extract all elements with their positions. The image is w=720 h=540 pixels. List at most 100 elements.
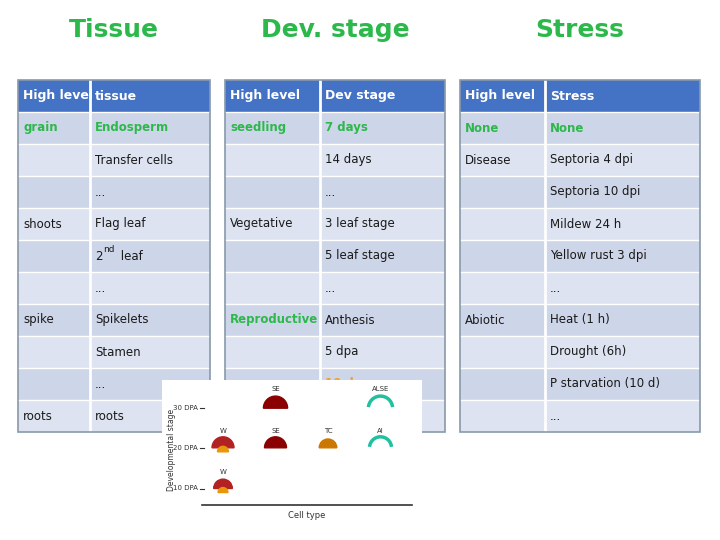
Bar bbox=[225, 144, 320, 176]
Bar bbox=[460, 208, 545, 240]
Bar bbox=[460, 80, 545, 112]
Bar bbox=[320, 368, 445, 400]
Text: ALSE: ALSE bbox=[372, 386, 390, 392]
Text: 10 DPA: 10 DPA bbox=[173, 485, 198, 491]
Text: ...: ... bbox=[95, 377, 107, 390]
Bar bbox=[225, 112, 320, 144]
Text: grain: grain bbox=[23, 122, 58, 134]
Text: 7 days: 7 days bbox=[325, 122, 368, 134]
Text: Mildew 24 h: Mildew 24 h bbox=[550, 218, 621, 231]
Bar bbox=[90, 304, 210, 336]
Bar bbox=[320, 272, 445, 304]
Text: Stamen: Stamen bbox=[95, 346, 140, 359]
Bar bbox=[90, 240, 210, 272]
Text: tissue: tissue bbox=[95, 90, 137, 103]
Wedge shape bbox=[218, 488, 228, 492]
Text: Dev. stage: Dev. stage bbox=[261, 18, 409, 42]
Bar bbox=[320, 80, 445, 112]
Text: seedling: seedling bbox=[230, 122, 286, 134]
Bar bbox=[225, 240, 320, 272]
Bar bbox=[545, 80, 700, 112]
Bar bbox=[18, 176, 90, 208]
Wedge shape bbox=[214, 479, 233, 489]
Bar bbox=[90, 400, 210, 432]
Text: Cell type: Cell type bbox=[288, 510, 325, 519]
Text: ...: ... bbox=[95, 281, 107, 294]
Text: 2: 2 bbox=[95, 249, 102, 262]
Text: Abiotic: Abiotic bbox=[465, 314, 505, 327]
Text: SE: SE bbox=[271, 428, 280, 434]
Text: leaf: leaf bbox=[117, 249, 143, 262]
Bar bbox=[225, 80, 320, 112]
Text: None: None bbox=[550, 122, 585, 134]
Bar bbox=[460, 176, 545, 208]
Bar bbox=[460, 304, 545, 336]
Bar bbox=[90, 336, 210, 368]
Bar bbox=[18, 240, 90, 272]
Bar bbox=[225, 80, 445, 432]
Text: ...: ... bbox=[550, 281, 562, 294]
Text: SE: SE bbox=[271, 386, 280, 392]
Bar bbox=[225, 368, 320, 400]
Bar bbox=[18, 368, 90, 400]
Text: 20 DPA: 20 DPA bbox=[174, 445, 198, 451]
Bar bbox=[460, 144, 545, 176]
Wedge shape bbox=[264, 437, 287, 448]
Bar bbox=[18, 208, 90, 240]
Bar bbox=[90, 368, 210, 400]
Text: Disease: Disease bbox=[465, 153, 511, 166]
Text: Stress: Stress bbox=[550, 90, 594, 103]
Text: AI: AI bbox=[377, 428, 384, 434]
Text: Transfer cells: Transfer cells bbox=[95, 153, 173, 166]
Bar bbox=[545, 304, 700, 336]
Bar bbox=[18, 272, 90, 304]
Text: Reproductive: Reproductive bbox=[230, 314, 318, 327]
Text: Anthesis: Anthesis bbox=[325, 314, 376, 327]
Bar bbox=[225, 304, 320, 336]
Bar bbox=[320, 336, 445, 368]
Bar bbox=[545, 272, 700, 304]
Bar bbox=[90, 208, 210, 240]
Text: Heat (1 h): Heat (1 h) bbox=[550, 314, 610, 327]
Text: Developmental stage: Developmental stage bbox=[168, 409, 176, 491]
Bar bbox=[225, 272, 320, 304]
Bar bbox=[162, 380, 422, 520]
Text: P starvation (10 d): P starvation (10 d) bbox=[550, 377, 660, 390]
Text: roots: roots bbox=[95, 409, 125, 422]
Text: shoots: shoots bbox=[23, 218, 62, 231]
Text: Septoria 4 dpi: Septoria 4 dpi bbox=[550, 153, 633, 166]
Text: Endosperm: Endosperm bbox=[95, 122, 169, 134]
Bar bbox=[225, 208, 320, 240]
Bar bbox=[320, 208, 445, 240]
Bar bbox=[545, 208, 700, 240]
Bar bbox=[18, 112, 90, 144]
Wedge shape bbox=[212, 437, 234, 448]
Bar bbox=[18, 80, 210, 432]
Bar bbox=[225, 400, 320, 432]
Text: Drought (6h): Drought (6h) bbox=[550, 346, 626, 359]
Text: ...: ... bbox=[95, 186, 107, 199]
Wedge shape bbox=[217, 446, 228, 452]
Text: High level: High level bbox=[23, 90, 93, 103]
Bar bbox=[225, 336, 320, 368]
Bar bbox=[545, 336, 700, 368]
Bar bbox=[320, 240, 445, 272]
Bar bbox=[545, 144, 700, 176]
Bar bbox=[460, 272, 545, 304]
Text: Yellow rust 3 dpi: Yellow rust 3 dpi bbox=[550, 249, 647, 262]
Text: W: W bbox=[220, 469, 226, 475]
Text: ...: ... bbox=[325, 409, 336, 422]
Bar bbox=[545, 368, 700, 400]
Bar bbox=[460, 336, 545, 368]
Text: 30 DPA: 30 DPA bbox=[173, 405, 198, 411]
Text: W: W bbox=[220, 428, 226, 434]
Bar bbox=[545, 400, 700, 432]
Wedge shape bbox=[264, 396, 287, 408]
Text: nd: nd bbox=[103, 246, 114, 254]
Text: Tissue: Tissue bbox=[69, 18, 159, 42]
Text: 3 leaf stage: 3 leaf stage bbox=[325, 218, 395, 231]
Bar bbox=[320, 144, 445, 176]
Bar bbox=[320, 176, 445, 208]
Text: High level: High level bbox=[230, 90, 300, 103]
Text: Dev stage: Dev stage bbox=[325, 90, 395, 103]
